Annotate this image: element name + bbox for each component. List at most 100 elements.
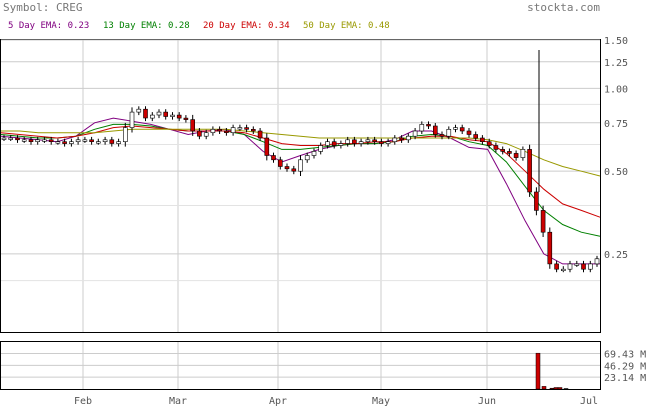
candle-body	[62, 141, 67, 144]
candle	[540, 205, 546, 237]
x-axis-labels: Feb Mar Apr May Jun Jul	[74, 396, 598, 406]
candle-body	[412, 130, 418, 137]
candle	[513, 150, 519, 161]
candle-body	[102, 139, 108, 143]
candle-body	[439, 134, 445, 137]
candle-body	[587, 263, 593, 270]
candle	[55, 138, 61, 145]
candle-body	[42, 139, 47, 142]
candle-body	[143, 108, 148, 119]
candle-body	[345, 139, 351, 144]
candle-body	[325, 141, 330, 146]
candle-body	[8, 137, 13, 140]
ema-line-3	[0, 125, 601, 218]
candle-body	[304, 155, 310, 161]
candle	[574, 260, 580, 267]
candle	[587, 260, 593, 273]
candle	[493, 142, 499, 153]
x-tick-label: Mar	[169, 396, 187, 406]
candle	[379, 138, 384, 147]
candle	[190, 114, 195, 136]
candle-body	[28, 139, 34, 143]
candle	[143, 106, 148, 122]
candle-body	[271, 155, 276, 161]
candle-body	[75, 139, 81, 143]
candle-body	[534, 191, 539, 211]
price-tick-label: 0.25	[604, 250, 628, 261]
candle-body	[466, 130, 472, 135]
candle-body	[399, 137, 404, 141]
x-tick-label: Feb	[74, 396, 92, 406]
candle	[453, 124, 458, 133]
candle-body	[298, 159, 303, 172]
candle	[534, 187, 539, 216]
candle	[82, 136, 88, 143]
candle	[567, 260, 573, 273]
candle	[156, 109, 162, 119]
candle	[439, 131, 445, 140]
price-tick-label: 0.75	[604, 119, 628, 130]
candle-body	[163, 111, 168, 117]
candle-body	[190, 119, 195, 132]
price-grid	[1, 39, 600, 332]
candle-body	[1, 137, 7, 140]
candle-body	[55, 141, 61, 144]
price-axis-labels: 1.50 1.25 1.00 0.75 0.50 0.25	[604, 36, 628, 261]
candle-body	[129, 111, 135, 128]
candle-body	[392, 137, 398, 143]
candle-body	[520, 149, 526, 158]
candle	[102, 136, 108, 145]
candle	[15, 135, 20, 143]
candle	[21, 136, 27, 143]
candle-body	[116, 141, 121, 144]
candle	[547, 227, 553, 269]
ema-legend: 5 Day EMA: 0.23 13 Day EMA: 0.28 20 Day …	[8, 21, 390, 31]
candle	[338, 140, 344, 149]
candle-body	[203, 132, 209, 137]
volume-tick-label: 46.29 M	[604, 361, 646, 372]
volume-tick-label: 69.43 M	[604, 350, 646, 361]
candle	[331, 138, 337, 149]
ema-line-2	[0, 123, 601, 237]
candle	[432, 123, 438, 138]
candle	[399, 135, 404, 143]
candle-body	[507, 151, 512, 154]
candle-body	[156, 111, 162, 116]
price-tick-label: 1.50	[604, 36, 628, 47]
candle	[419, 121, 425, 134]
candle	[594, 255, 600, 267]
volume-bar	[557, 387, 563, 390]
candle	[257, 128, 263, 141]
candle-body	[123, 127, 128, 142]
candle	[197, 128, 202, 140]
candle-body	[230, 127, 236, 133]
candle	[264, 133, 270, 161]
candle	[136, 106, 142, 116]
candle-body	[21, 139, 27, 142]
candle-body	[405, 135, 411, 141]
candle-body	[109, 139, 115, 144]
volume-bar	[541, 386, 547, 390]
candle	[298, 155, 303, 176]
site-name: stockta.com	[527, 1, 600, 14]
candle	[345, 136, 351, 147]
candle	[170, 112, 175, 120]
candle-body	[453, 127, 458, 130]
candle	[277, 156, 283, 170]
candle	[291, 165, 297, 175]
legend-ema-5: 5 Day EMA: 0.23	[8, 21, 89, 31]
candle-body	[432, 125, 438, 135]
candle	[507, 148, 512, 157]
candle	[311, 148, 317, 159]
candle	[426, 121, 431, 129]
x-tick-label: Jul	[580, 396, 598, 406]
candlesticks	[1, 50, 600, 273]
candle	[405, 133, 411, 143]
candle	[560, 266, 566, 273]
candle	[372, 136, 377, 145]
candle-body	[318, 145, 324, 152]
candle-body	[69, 141, 74, 144]
x-tick-label: May	[372, 396, 390, 406]
ema-line-4	[1, 128, 601, 177]
